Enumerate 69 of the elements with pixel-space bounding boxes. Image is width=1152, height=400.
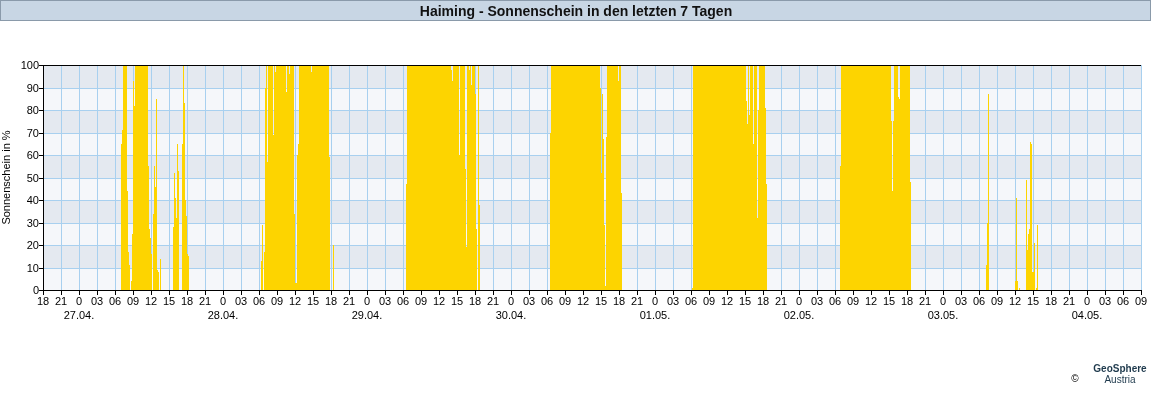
x-tick-label: 03 [810,295,824,307]
x-tick-label: 03 [522,295,536,307]
x-tick-label: 15 [738,295,752,307]
y-tick-label: 70 [26,126,39,139]
x-tick-label: 06 [684,295,698,307]
x-tick-label: 15 [594,295,608,307]
x-tick-label: 18 [756,295,770,307]
x-tick-label: 03 [666,295,680,307]
x-tick-label: 15 [450,295,464,307]
x-tick-label: 18 [468,295,482,307]
x-tick-label: 15 [306,295,320,307]
x-tick-label: 06 [1116,295,1130,307]
x-tick-label: 18 [1044,295,1058,307]
x-tick-label: 15 [882,295,896,307]
y-tick-label: 100 [20,59,39,71]
y-tick-label: 0 [32,284,39,296]
x-tick-label: 21 [486,295,500,307]
y-tick-label: 90 [26,81,39,94]
text: © [1071,373,1080,384]
chart-title: Haiming - Sonnenschein in den letzten 7 Tagen [419,2,733,19]
x-tick-label: 09 [126,295,140,307]
x-tick-label: 21 [342,295,356,307]
x-tick-label: 09 [990,295,1004,307]
x-tick-label: 15 [162,295,176,307]
x-tick-label: 06 [972,295,986,307]
x-tick-label: 03 [378,295,392,307]
x-tick-label: 18 [36,295,50,307]
x-tick-label: 09 [846,295,860,307]
x-tick-label: 12 [864,295,878,307]
x-tick-label: 12 [288,295,302,307]
y-tick-label: 20 [26,239,39,251]
x-tick-label: 06 [108,295,122,307]
x-tick-label: 09 [270,295,284,307]
x-tick-label: 03 [234,295,248,307]
text: GeoSphere Austria [1093,363,1148,385]
x-tick-label: 18 [324,295,338,307]
x-tick-label: 21 [630,295,644,307]
y-tick-label: 10 [26,261,39,274]
x-tick-label: 06 [828,295,842,307]
x-tick-label: 09 [414,295,428,307]
x-tick-label: 12 [720,295,734,307]
x-tick-label: 06 [540,295,554,307]
x-tick-label: 12 [144,295,158,307]
x-tick-label: 21 [54,295,68,307]
x-tick-label: 21 [198,295,212,307]
x-tick-label: 06 [396,295,410,307]
x-tick-label: 15 [1026,295,1040,307]
y-tick-label: 60 [26,149,39,161]
x-tick-label: 18 [612,295,626,307]
x-tick-label: 12 [432,295,446,307]
x-tick-label: 21 [918,295,932,307]
y-axis-title: Sonnenschein in % [0,130,12,225]
x-tick-label: 18 [900,295,914,307]
x-tick-label: 21 [774,295,788,307]
x-tick-label: 03 [1098,295,1112,307]
x-tick-label: 06 [252,295,266,307]
x-tick-label: 09 [1134,295,1148,307]
x-tick-label: 09 [702,295,716,307]
y-tick-label: 40 [26,194,39,206]
x-tick-label: 03 [90,295,104,307]
x-tick-label: 21 [1062,295,1076,307]
x-tick-label: 18 [180,295,194,307]
x-tick-label: 03 [954,295,968,307]
x-tick-label: 09 [558,295,572,307]
y-tick-label: 50 [26,171,39,184]
y-tick-label: 30 [26,216,39,229]
y-tick-label: 80 [26,104,39,116]
x-tick-label: 12 [1008,295,1022,307]
x-tick-label: 12 [576,295,590,307]
